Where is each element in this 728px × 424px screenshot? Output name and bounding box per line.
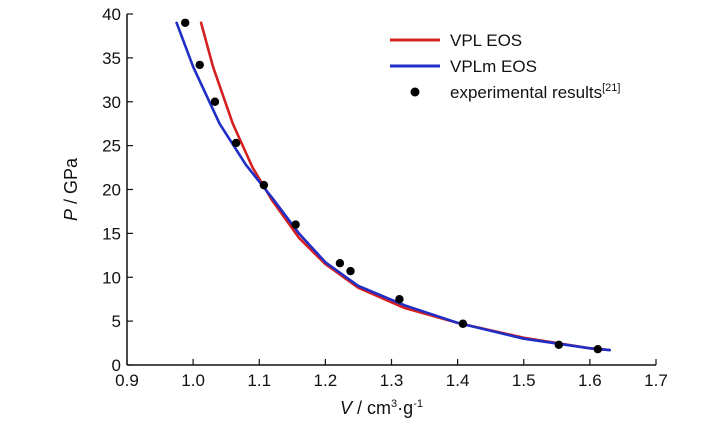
vplm-eos-series-line	[175, 21, 612, 352]
legend-swatch-experimental-results	[410, 87, 420, 97]
legend: VPL EOS VPLm EOS experimental results[21]	[390, 31, 620, 102]
experimental-data-point	[458, 319, 468, 328]
legend-label-vpl-eos: VPL EOS	[450, 31, 522, 50]
y-tick-label: 25	[102, 137, 121, 156]
y-axis-unit: / GPa	[61, 157, 81, 209]
y-tick-label: 0	[112, 356, 121, 375]
x-tick-label: 0.9	[115, 371, 139, 390]
x-axis-unit-exp2: -1	[413, 398, 423, 410]
x-tick-label: 1.7	[644, 371, 668, 390]
y-tick-label: 5	[112, 312, 121, 331]
experimental-data-point	[554, 340, 563, 350]
experimental-data-point	[346, 266, 355, 276]
y-tick-label: 15	[102, 224, 121, 243]
y-axis-symbol: P	[61, 209, 81, 221]
y-tick-label: 35	[102, 49, 121, 68]
series-layer	[175, 18, 612, 354]
x-tick-label: 1.6	[578, 371, 602, 390]
x-tick-label: 1.0	[181, 371, 205, 390]
y-tick-label: 30	[102, 93, 121, 112]
x-tick-label: 1.5	[512, 371, 536, 390]
x-tick-label: 1.1	[247, 371, 271, 390]
y-axis-label: P / GPa	[61, 157, 81, 221]
y-tick-label: 20	[102, 181, 121, 200]
y-axis-ticks: 0 5 10 15 20 25 30 35 40	[102, 5, 133, 375]
x-tick-label: 1.2	[314, 371, 338, 390]
experimental-data-point	[195, 60, 204, 70]
experimental-data-point	[259, 180, 269, 190]
plot-area: 0.9 1.0 1.1 1.2 1.3 1.4 1.5 1.6 1.7 0 5 10 15 20 25 30…	[102, 5, 668, 390]
experimental-data-point	[180, 18, 190, 27]
x-axis-unit-prefix: / cm	[352, 398, 391, 418]
x-axis-symbol: V	[340, 398, 354, 418]
legend-label-experimental-results: experimental results[21]	[450, 82, 620, 102]
x-axis-unit-mid: ·g	[397, 398, 413, 418]
experimental-data-point	[593, 345, 603, 354]
x-axis-unit-exp1: 3	[391, 398, 397, 410]
experimental-data-point	[395, 294, 404, 304]
x-axis-ticks: 0.9 1.0 1.1 1.2 1.3 1.4 1.5 1.6 1.7	[115, 359, 668, 390]
experimental-data-point	[335, 259, 345, 268]
legend-label-vplm-eos: VPLm EOS	[450, 57, 537, 76]
y-tick-label: 10	[102, 268, 121, 287]
experimental-data-point	[210, 97, 220, 106]
y-tick-label: 40	[102, 5, 121, 24]
x-axis-label: V / cm3·g-1	[340, 398, 423, 418]
x-tick-label: 1.4	[446, 371, 470, 390]
x-tick-label: 1.3	[380, 371, 404, 390]
experimental-data-point	[291, 220, 300, 229]
experimental-data-point	[231, 138, 241, 148]
